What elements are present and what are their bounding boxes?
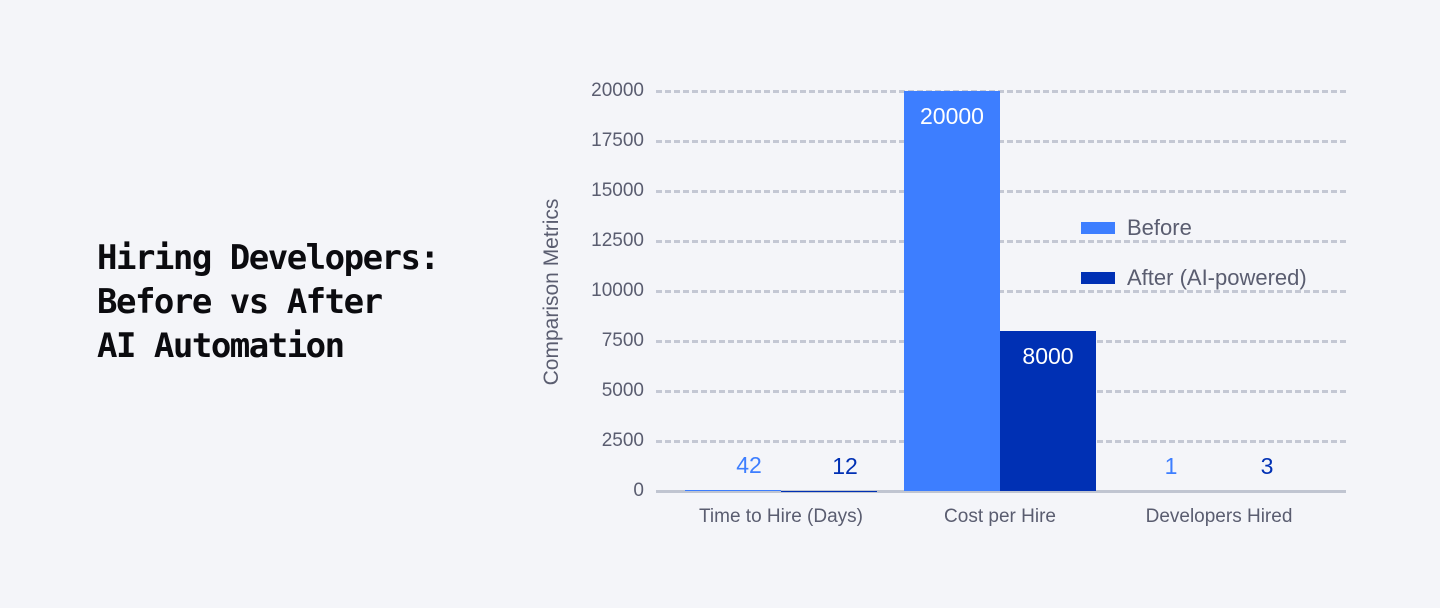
data-label: 1 [1164,452,1178,479]
bar-before [685,490,781,491]
legend-item-before: Before [1081,203,1307,253]
title-line-2: Before vs After [97,282,383,322]
y-tick-label: 10000 [591,280,644,301]
x-tick-label: Developers Hired [1145,506,1293,527]
x-tick-label: Time to Hire (Days) [699,506,863,527]
data-label: 3 [1260,452,1274,479]
y-tick-label: 5000 [601,380,644,401]
gridline [656,190,1346,193]
x-tick-label: Cost per Hire [944,506,1056,527]
title-line-1: Hiring Developers: [97,238,440,278]
legend: Before After (AI-powered) [1081,203,1307,303]
legend-swatch-before [1081,222,1115,234]
y-tick-label: 12500 [591,230,644,251]
gridline [656,240,1346,243]
y-tick-label: 2500 [601,430,644,451]
data-label: 42 [736,452,762,479]
y-axis-label: Comparison Metrics [540,198,563,386]
bar-after [1000,331,1096,491]
y-tick-label: 17500 [591,130,644,151]
y-tick-label: 7500 [601,330,644,351]
x-axis-line [656,490,1346,493]
y-tick-label: 20000 [591,80,644,101]
legend-label-after: After (AI-powered) [1127,265,1307,290]
y-tick-label: 15000 [591,180,644,201]
title-line-3: AI Automation [97,326,345,366]
legend-label-before: Before [1127,215,1192,240]
legend-swatch-after [1081,272,1115,284]
gridline [656,140,1346,143]
gridline [656,90,1346,93]
data-label: 20000 [920,103,984,129]
legend-item-after: After (AI-powered) [1081,253,1307,303]
bar-before [904,91,1000,491]
y-tick-label: 0 [633,480,644,501]
data-label: 8000 [1022,343,1074,369]
chart-title: Hiring Developers: Before vs After AI Au… [97,236,440,368]
gridline [656,290,1346,293]
data-label: 12 [832,452,858,479]
